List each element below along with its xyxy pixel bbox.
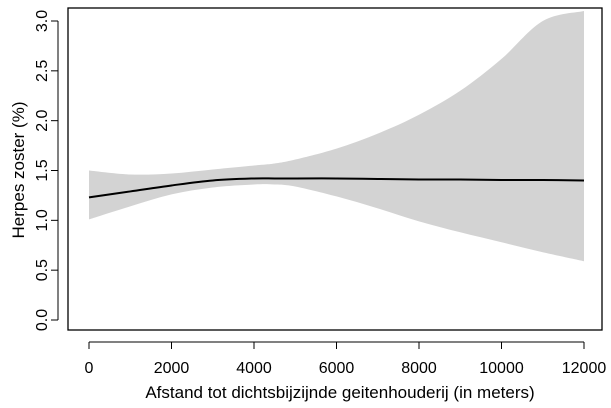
x-tick-label: 2000 (154, 360, 190, 377)
y-tick-label: 1.0 (34, 209, 51, 231)
x-tick-label: 6000 (319, 360, 355, 377)
x-tick-label: 10000 (479, 360, 524, 377)
x-tick-label: 8000 (401, 360, 437, 377)
y-tick-label: 0.5 (34, 259, 51, 281)
plot-frame-group (67, 7, 603, 331)
plot-box (67, 7, 603, 331)
y-tick-label: 0.0 (34, 309, 51, 331)
y-axis-title: Herpes zoster (%) (9, 102, 28, 239)
fitted-line (88, 177, 585, 199)
y-tick-label: 1.5 (34, 159, 51, 181)
x-tick-label: 4000 (236, 360, 272, 377)
y-tick-label: 2.5 (34, 60, 51, 82)
x-axis: 0 2000 4000 6000 8000 10000 12000 (85, 341, 607, 377)
x-axis-title: Afstand tot dichtsbijzijnde geitenhouder… (145, 383, 534, 402)
y-tick-label: 3.0 (34, 10, 51, 32)
x-tick-label: 0 (85, 360, 94, 377)
confidence-band-group (89, 11, 584, 262)
line-series-group (88, 177, 585, 199)
y-axis: 0.0 0.5 1.0 1.5 2.0 2.5 3.0 (34, 10, 59, 331)
y-tick-label: 2.0 (34, 109, 51, 131)
confidence-band (89, 11, 584, 262)
x-tick-label: 12000 (562, 360, 607, 377)
